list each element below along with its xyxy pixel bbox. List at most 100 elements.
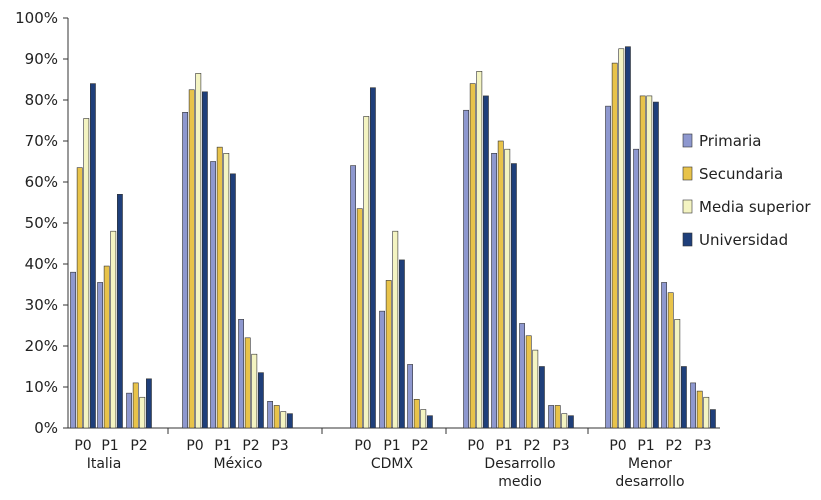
y-tick-label: 10% — [25, 378, 58, 396]
bar — [132, 382, 139, 429]
bar — [103, 265, 110, 429]
bar — [83, 118, 90, 429]
bar — [633, 148, 639, 429]
bar — [469, 83, 476, 429]
bar — [223, 153, 230, 429]
x-tick-label: P1 — [383, 438, 400, 454]
bar — [532, 349, 539, 429]
bar — [90, 83, 96, 429]
x-tick-label: P2 — [665, 438, 682, 454]
group-label: desarrollo — [615, 474, 684, 490]
bar — [639, 95, 646, 429]
x-tick-label: P3 — [271, 438, 288, 454]
bar — [385, 280, 392, 429]
group-label: Menor — [628, 456, 672, 472]
bar — [611, 62, 618, 429]
x-tick-label: P3 — [694, 438, 711, 454]
x-tick-label: P3 — [552, 438, 569, 454]
bar — [188, 89, 195, 429]
x-tick-label: P0 — [354, 438, 371, 454]
bar — [210, 161, 216, 429]
y-tick-label: 70% — [25, 132, 58, 150]
bar — [257, 372, 264, 429]
chart-axes: 0% 10% 20% 30% 40% 50% 60% 70% 80% 90% 100% — [15, 9, 720, 437]
bar — [70, 271, 76, 429]
legend-swatch — [682, 166, 693, 181]
bar — [605, 105, 611, 429]
x-tick-label: P0 — [186, 438, 203, 454]
x-tick-label: P0 — [609, 438, 626, 454]
legend-label: Universidad — [699, 231, 788, 249]
x-tick-label: P2 — [242, 438, 259, 454]
y-tick-label: 40% — [25, 255, 58, 273]
bar — [667, 292, 674, 429]
bar — [674, 319, 681, 429]
group-label: Desarrollo — [484, 456, 555, 472]
bar — [504, 148, 511, 429]
legend-swatch — [682, 133, 693, 148]
bar — [497, 140, 504, 429]
legend-swatch — [682, 199, 693, 214]
bar — [126, 392, 132, 429]
bar — [519, 323, 525, 429]
bar — [273, 405, 280, 429]
y-tick-label: 60% — [25, 173, 58, 191]
bar — [139, 396, 146, 429]
bar — [420, 409, 427, 429]
bar — [554, 405, 561, 429]
bar — [267, 401, 273, 429]
bar — [510, 163, 517, 429]
group-label: México — [214, 456, 263, 472]
bar — [407, 364, 413, 429]
legend-label: Media superior — [699, 198, 811, 216]
bar — [230, 173, 236, 429]
legend-swatch — [682, 232, 693, 247]
x-tick-label: P1 — [214, 438, 231, 454]
y-tick-label: 80% — [25, 91, 58, 109]
bar — [286, 413, 293, 429]
x-tick-label: P1 — [495, 438, 512, 454]
bar — [369, 87, 376, 429]
chart-bars — [70, 46, 716, 429]
legend-label: Primaria — [699, 132, 761, 150]
x-tick-label: P0 — [467, 438, 484, 454]
bar — [202, 91, 208, 429]
bar — [476, 71, 483, 429]
bar — [398, 259, 405, 429]
bar — [680, 366, 687, 429]
y-tick-label: 0% — [34, 419, 58, 437]
bar — [97, 282, 103, 429]
bar — [463, 109, 469, 429]
bar — [652, 101, 659, 429]
bar — [280, 411, 287, 429]
legend-label: Secundaria — [699, 165, 783, 183]
bar — [195, 73, 202, 429]
x-tick-label: P2 — [411, 438, 428, 454]
bar — [350, 165, 356, 429]
y-tick-label: 50% — [25, 214, 58, 232]
bar — [561, 413, 568, 429]
bar — [696, 390, 703, 429]
x-tick-label: P2 — [523, 438, 540, 454]
bar — [392, 230, 399, 429]
bar — [567, 415, 574, 429]
y-tick-label: 90% — [25, 50, 58, 68]
bar — [244, 337, 251, 429]
bar — [624, 46, 631, 429]
bar — [426, 415, 433, 429]
bar — [646, 95, 653, 429]
group-label: Italia — [87, 456, 122, 472]
bar — [690, 382, 696, 429]
group-label: CDMX — [371, 456, 414, 472]
bar — [379, 310, 385, 429]
bar — [216, 146, 223, 429]
x-tick-label: P0 — [74, 438, 91, 454]
bar — [238, 319, 244, 429]
bar — [413, 398, 420, 429]
bar — [251, 353, 258, 429]
bar — [618, 48, 625, 429]
y-tick-label: 100% — [15, 9, 58, 27]
x-tick-label: P1 — [101, 438, 118, 454]
